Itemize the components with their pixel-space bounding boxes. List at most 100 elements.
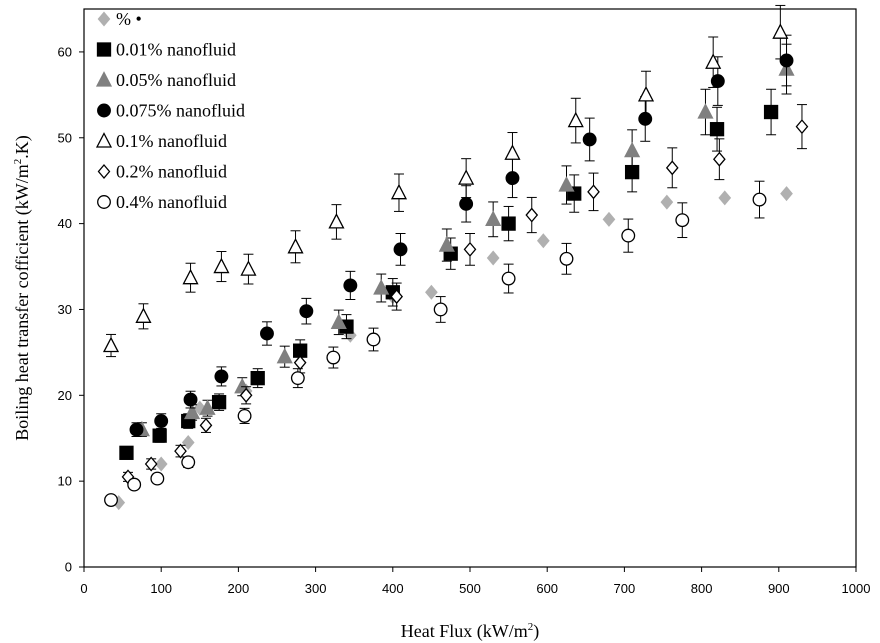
data-point (299, 304, 314, 319)
data-point (536, 233, 550, 249)
y-tick-label: 0 (65, 560, 72, 575)
data-points (102, 4, 809, 511)
data-point (559, 251, 574, 266)
data-point (214, 369, 229, 384)
data-point (129, 422, 144, 437)
data-point (501, 216, 516, 231)
data-point (154, 456, 168, 472)
x-tick-label: 1000 (842, 581, 871, 596)
series-2 (133, 43, 795, 438)
y-tick-label: 30 (58, 302, 72, 317)
x-tick-label: 800 (691, 581, 713, 596)
data-point (330, 313, 347, 329)
x-tick-label: 700 (614, 581, 636, 596)
data-point (135, 307, 152, 323)
x-tick-label: 600 (536, 581, 558, 596)
data-point (260, 326, 274, 341)
data-point (119, 445, 134, 460)
data-point (152, 428, 167, 443)
data-point (290, 371, 305, 386)
data-point (602, 211, 616, 227)
data-point (343, 278, 358, 293)
legend-label: 0.2% nanofluid (116, 162, 227, 182)
legend-marker (95, 71, 113, 87)
data-point (199, 399, 216, 415)
data-point (665, 160, 679, 176)
data-point (486, 250, 500, 266)
legend-label: 0.4% nanofluid (116, 192, 227, 212)
x-tick-label: 500 (459, 581, 481, 596)
y-tick-label: 40 (58, 216, 72, 231)
data-point (181, 455, 196, 470)
data-point (127, 477, 142, 492)
y-tick-label: 20 (58, 388, 72, 403)
x-tick-label: 100 (150, 581, 172, 596)
data-point (558, 176, 575, 192)
legend-label: 0.075% nanofluid (116, 101, 245, 121)
data-point (587, 184, 600, 200)
data-point (183, 392, 198, 407)
data-point (779, 53, 794, 68)
data-point (438, 236, 455, 252)
data-point (501, 271, 516, 286)
x-axis-title-end: ) (533, 621, 539, 642)
data-point (181, 435, 195, 451)
legend-marker (97, 11, 111, 27)
data-point (144, 456, 158, 472)
data-point (567, 111, 584, 128)
x-axis-title-sup: 2 (528, 621, 534, 633)
data-point (582, 132, 597, 147)
data-point (184, 403, 201, 420)
data-point (211, 395, 227, 410)
data-point (150, 471, 165, 486)
data-point (624, 141, 641, 158)
y-axis-title-sup: 2 (12, 159, 24, 165)
legend-marker (96, 42, 112, 57)
data-point (104, 493, 118, 507)
legend-marker (97, 163, 111, 180)
x-tick-label: 200 (228, 581, 250, 596)
series-6 (104, 180, 767, 507)
data-point (174, 443, 187, 459)
data-point (250, 370, 265, 386)
data-point (326, 350, 341, 365)
data-point (276, 347, 293, 364)
legend: % • 0.01% nanofluid 0.05% nanofluid 0.075% … (95, 9, 245, 212)
data-point (199, 417, 213, 433)
data-point (504, 144, 521, 160)
series-4 (102, 4, 789, 358)
axis-ticks: 0 100 200 300 400 500 600 700 800 900 1000 0 10 20 30 4… (58, 44, 871, 596)
data-point (697, 103, 714, 119)
data-point (772, 23, 789, 39)
data-point (637, 85, 655, 102)
data-point (458, 169, 475, 185)
data-point (621, 228, 636, 243)
data-point (425, 284, 438, 300)
x-axis-title: Heat Flux (kW/m2) (401, 621, 539, 642)
data-point (373, 279, 390, 295)
data-point (287, 237, 304, 254)
series-3 (129, 34, 794, 438)
legend-marker (97, 195, 111, 209)
y-tick-label: 10 (58, 474, 72, 489)
data-point (675, 213, 690, 228)
legend-label: 0.05% nanofluid (116, 70, 236, 90)
legend-label: % • (116, 9, 142, 29)
data-point (182, 268, 199, 285)
y-axis-title-end: .K) (12, 135, 33, 159)
y-tick-label: 50 (58, 130, 72, 145)
data-point (213, 257, 230, 274)
data-point (393, 242, 408, 257)
data-point (709, 122, 725, 137)
data-point (366, 332, 381, 347)
plot-area-frame (83, 8, 857, 568)
data-point (433, 302, 448, 317)
data-point (102, 336, 120, 353)
data-point (752, 192, 767, 207)
y-tick-label: 60 (58, 44, 72, 59)
x-tick-label: 900 (768, 581, 790, 596)
data-point (713, 151, 726, 167)
legend-marker (97, 103, 111, 118)
data-point (240, 260, 257, 276)
